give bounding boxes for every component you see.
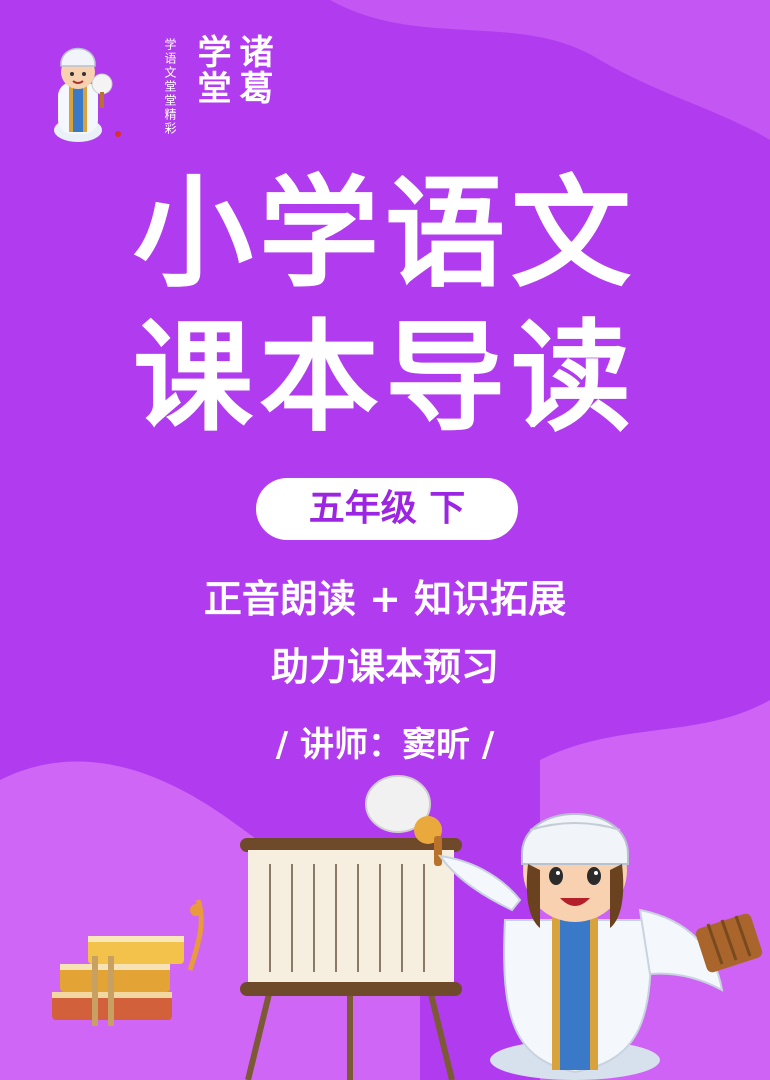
logo-slogan: 学语文堂堂精彩 (163, 38, 177, 136)
bamboo-scroll-icon (695, 913, 763, 973)
feather-fan-icon (365, 775, 442, 866)
logo-brand-left: 学堂 (191, 34, 231, 106)
title-line-2: 课本导读 (133, 309, 637, 448)
teacher-credit: / 讲师：窦昕 / (275, 725, 495, 765)
mascot-icon (54, 47, 121, 142)
books-icon (52, 899, 204, 1026)
mascot-icon (437, 813, 763, 1080)
subtitle-line-1: 正音朗读 + 知识拓展 (203, 577, 567, 621)
logo-brand-right: 诸葛 (233, 34, 273, 106)
title-line-1: 小学语文 (133, 165, 637, 304)
subtitle-line-2: 助力课本预习 (270, 645, 499, 689)
grade-badge: 五年级 下 (256, 478, 518, 540)
scroll-easel-icon (240, 838, 462, 1080)
logo: 学语文堂堂精彩 学堂 诸葛 (44, 34, 273, 144)
illustration (52, 775, 763, 1080)
